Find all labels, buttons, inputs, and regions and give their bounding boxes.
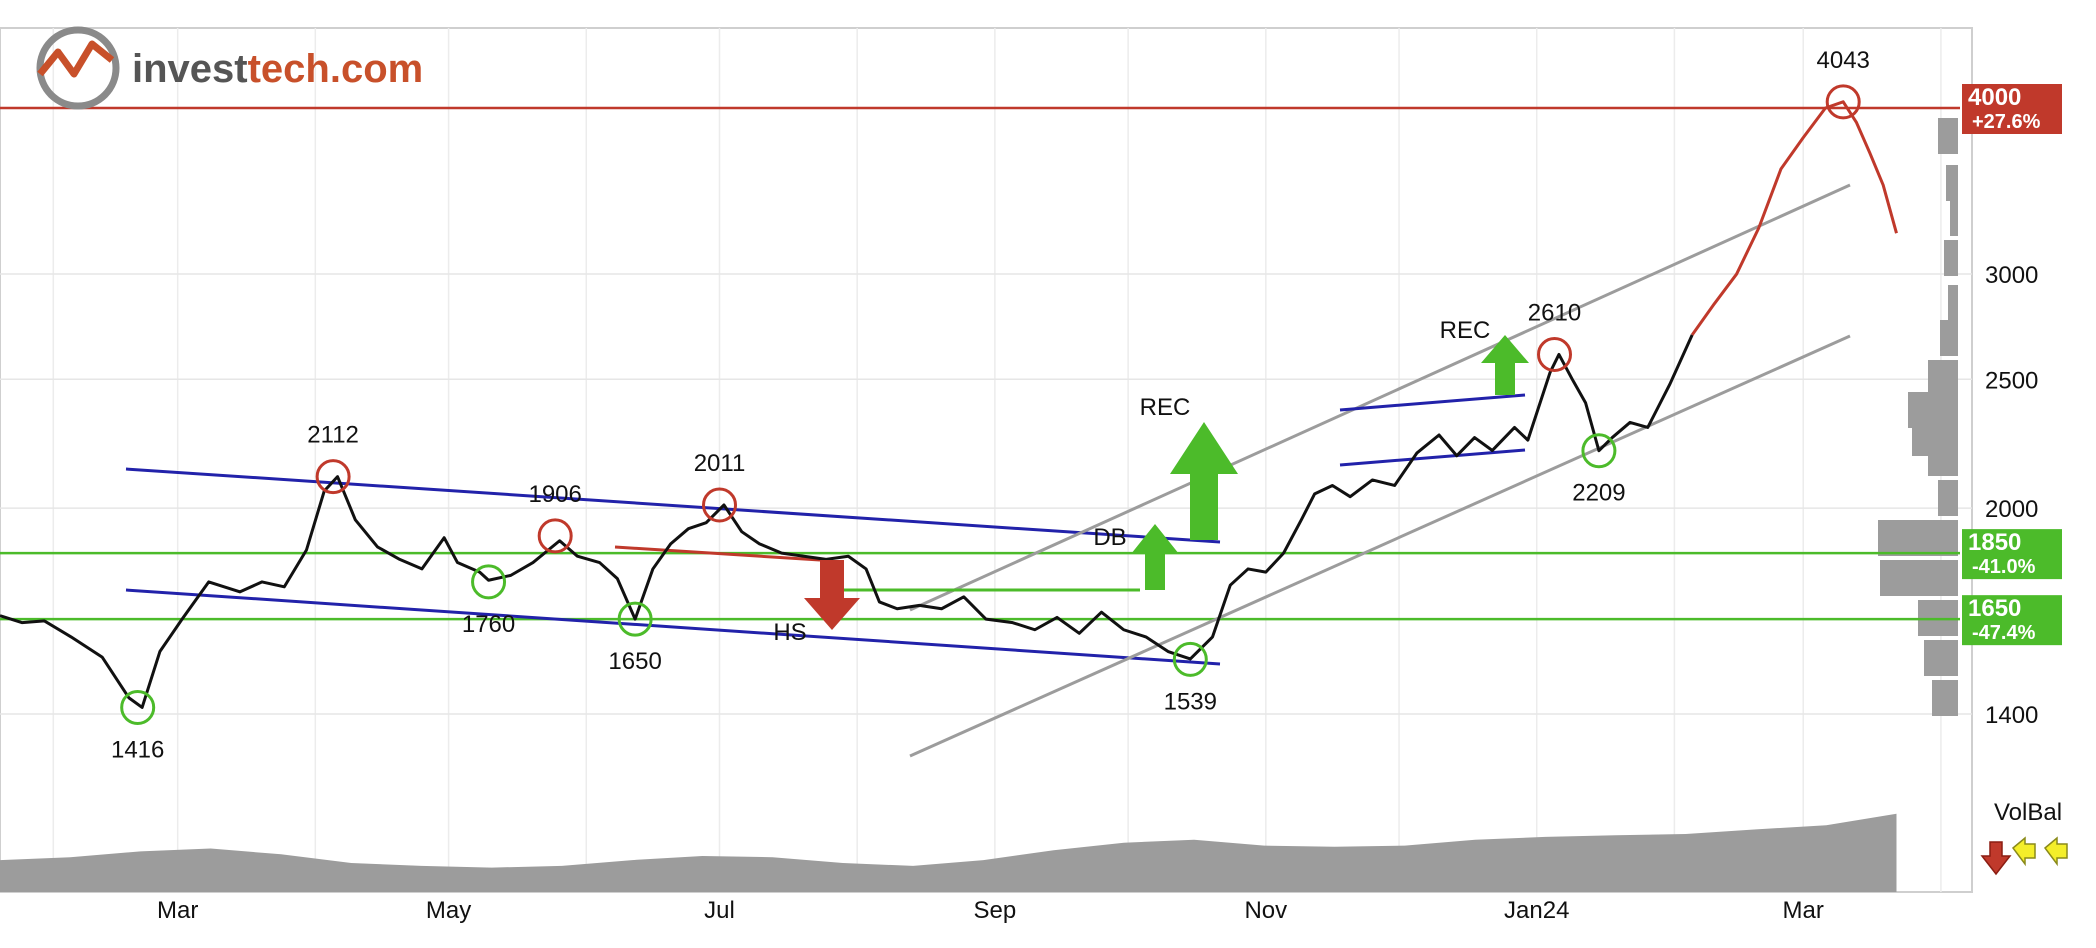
pattern-label: HS <box>773 619 806 646</box>
buy-arrow-icon-rec-2 <box>1481 335 1529 395</box>
trend-lines <box>125 183 1851 758</box>
level-pct: +27.6% <box>1972 111 2041 133</box>
y-tick-label: 1400 <box>1985 702 2038 729</box>
trend-line-lower <box>909 334 1851 758</box>
volume-area <box>0 813 1897 892</box>
x-tick-label: Mar <box>157 897 198 924</box>
pattern-label: DB <box>1093 524 1126 551</box>
extreme-marker-circle <box>537 518 573 554</box>
level-value: 4000 <box>1968 84 2021 111</box>
y-tick-label: 2500 <box>1985 367 2038 394</box>
extreme-label: 2610 <box>1528 299 1581 326</box>
x-tick-label: Sep <box>974 897 1017 924</box>
extreme-marker-circle <box>120 689 156 725</box>
level-value: 1650 <box>1968 595 2021 622</box>
rect-line-lower <box>1339 448 1526 467</box>
extreme-marker-circle <box>702 487 738 523</box>
price-line-red <box>1690 100 1898 336</box>
volbal-signals <box>1980 836 2068 876</box>
level-pct: -47.4% <box>1972 622 2036 644</box>
histogram-bar <box>1944 240 1958 276</box>
signal-arrows <box>804 335 1529 630</box>
extreme-marker-circle <box>1581 433 1617 469</box>
x-tick-label: Nov <box>1244 897 1287 924</box>
trend-line-upper <box>909 183 1851 612</box>
extreme-label: 4043 <box>1817 47 1870 74</box>
extreme-label: 1906 <box>528 481 581 508</box>
grid <box>0 28 1972 892</box>
level-badge <box>1962 84 2062 134</box>
extreme-markers <box>120 84 1861 725</box>
volbal-label: VolBal <box>1994 799 2062 826</box>
x-tick-label: Jan24 <box>1504 897 1569 924</box>
axes: 1400 2000 2500 3000 Mar May Jul Sep Nov Jan24 Mar <box>157 262 2038 924</box>
y-tick-label: 2000 <box>1985 496 2038 523</box>
histogram-bar <box>1938 118 1958 154</box>
extreme-marker-circle <box>1537 336 1573 372</box>
plot-area <box>0 27 1973 893</box>
hs-neckline <box>614 545 821 562</box>
histogram-bar <box>1928 440 1958 476</box>
extreme-label: 2209 <box>1572 480 1625 507</box>
sell-arrow-icon <box>804 560 860 630</box>
labels: 1416 2112 1760 1906 1650 2011 1539 2610 2209 4043… <box>111 47 1870 764</box>
histogram-bar <box>1924 640 1958 676</box>
buy-arrow-icon-rec <box>1170 422 1238 540</box>
channel-line-lower <box>125 588 1221 666</box>
histogram-bar <box>1932 680 1958 716</box>
histogram-bar <box>1880 560 1958 596</box>
extreme-marker-circle <box>1172 641 1208 677</box>
x-tick-label: Jul <box>704 897 735 924</box>
x-tick-label: Mar <box>1783 897 1824 924</box>
pattern-label: REC <box>1140 394 1191 421</box>
histogram-bar <box>1948 285 1958 321</box>
extreme-label: 1650 <box>608 648 661 675</box>
volbal-arrow-neutral-icon <box>2011 836 2036 867</box>
extreme-label: 1760 <box>462 611 515 638</box>
extreme-label: 2112 <box>307 422 359 449</box>
x-tick-label: May <box>426 897 471 924</box>
extreme-marker-circle <box>617 601 653 637</box>
price-line-black <box>0 334 1694 709</box>
histogram-bar <box>1940 320 1958 356</box>
histogram-bar <box>1946 165 1958 201</box>
level-value: 1850 <box>1968 529 2021 556</box>
svg-text:investtech.com: investtech.com <box>132 47 423 91</box>
extreme-marker-circle <box>315 459 351 495</box>
investtech-logo: investtech.com <box>36 26 423 110</box>
extreme-marker-circle <box>471 564 507 600</box>
volbal-arrow-neutral-icon-2 <box>2043 836 2068 867</box>
logo-text-invest: invest <box>132 47 248 91</box>
histogram-bar <box>1950 200 1958 236</box>
extreme-marker-circle <box>1825 84 1861 120</box>
buy-arrow-icon-db <box>1131 524 1179 590</box>
channel-line-upper <box>125 467 1221 544</box>
histogram-bar <box>1928 360 1958 396</box>
extreme-label: 1416 <box>111 736 164 763</box>
volume-area-shape <box>0 813 1897 892</box>
logo-text-tech: tech.com <box>248 47 424 91</box>
volbal-arrow-down-icon <box>1980 841 2012 876</box>
extreme-label: 1539 <box>1164 688 1217 715</box>
histogram-bar <box>1938 480 1958 516</box>
histogram-bar <box>1878 520 1958 556</box>
extreme-label: 2011 <box>694 450 746 477</box>
rect-line-upper <box>1339 393 1526 412</box>
level-pct: -41.0% <box>1972 556 2036 578</box>
level-badge <box>1962 595 2062 646</box>
level-badge <box>1962 529 2062 580</box>
price-line <box>0 100 1898 709</box>
levels: 4000+27.6% 1850-41.0% 1650-47.4% <box>0 84 2062 646</box>
volume-histogram <box>1878 118 1958 716</box>
y-tick-label: 3000 <box>1985 262 2038 289</box>
pattern-label: REC <box>1440 317 1491 344</box>
